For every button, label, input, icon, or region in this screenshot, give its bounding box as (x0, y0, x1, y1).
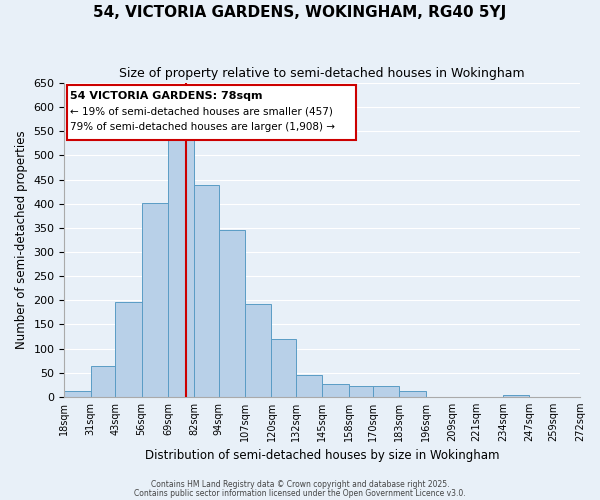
Bar (271, 340, 296, 397)
Bar (91, 366, 115, 397)
Text: Contains public sector information licensed under the Open Government Licence v3: Contains public sector information licen… (134, 488, 466, 498)
Text: 54, VICTORIA GARDENS, WOKINGHAM, RG40 5YJ: 54, VICTORIA GARDENS, WOKINGHAM, RG40 5Y… (94, 5, 506, 20)
Bar (115, 302, 142, 397)
Bar (296, 374, 322, 397)
Bar (218, 230, 245, 397)
Bar (503, 395, 529, 397)
FancyBboxPatch shape (67, 84, 356, 140)
Bar (194, 186, 218, 397)
Bar (400, 392, 426, 397)
Text: 54 VICTORIA GARDENS: 78sqm: 54 VICTORIA GARDENS: 78sqm (70, 91, 262, 101)
Text: Contains HM Land Registry data © Crown copyright and database right 2025.: Contains HM Land Registry data © Crown c… (151, 480, 449, 489)
Title: Size of property relative to semi-detached houses in Wokingham: Size of property relative to semi-detach… (119, 68, 525, 80)
Bar (168, 138, 194, 397)
Bar (245, 304, 271, 397)
Bar (64, 390, 91, 397)
Bar (349, 386, 373, 397)
Text: ← 19% of semi-detached houses are smaller (457): ← 19% of semi-detached houses are smalle… (70, 106, 332, 117)
Bar (322, 384, 349, 397)
Bar (373, 386, 400, 397)
Text: 79% of semi-detached houses are larger (1,908) →: 79% of semi-detached houses are larger (… (70, 122, 335, 132)
X-axis label: Distribution of semi-detached houses by size in Wokingham: Distribution of semi-detached houses by … (145, 450, 499, 462)
Bar (142, 203, 168, 397)
Y-axis label: Number of semi-detached properties: Number of semi-detached properties (15, 130, 28, 349)
